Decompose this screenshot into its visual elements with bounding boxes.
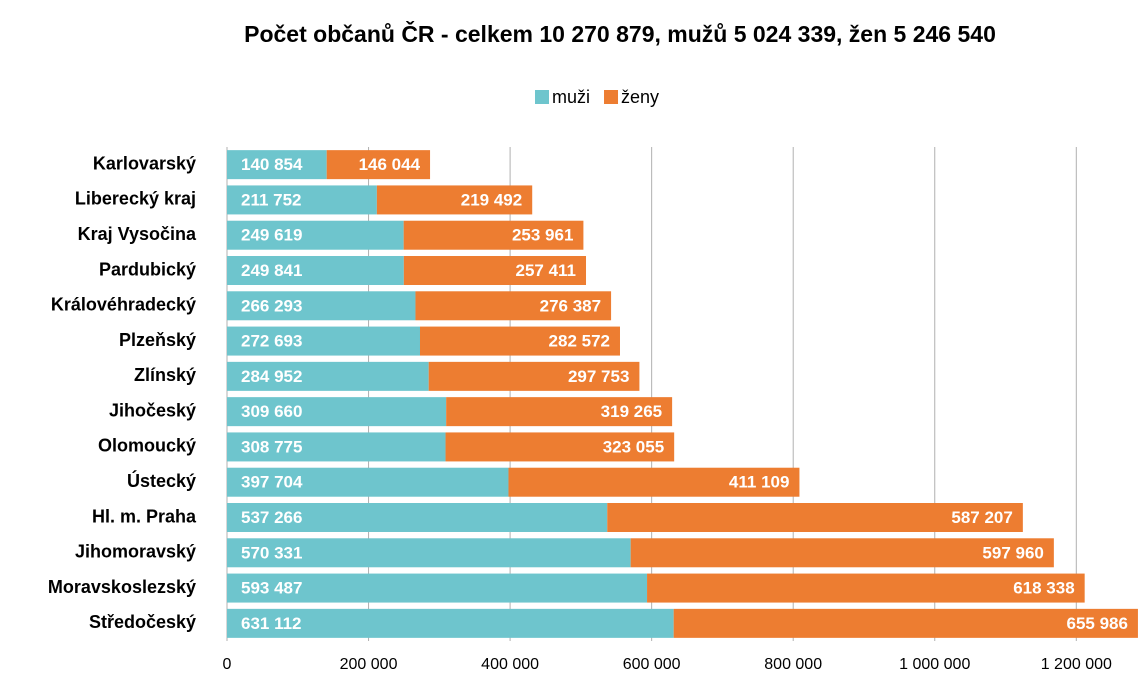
bar-segment [227,150,327,180]
bar-segment [403,256,587,285]
value-label: 309 660 [241,402,302,421]
value-label: 537 266 [241,508,302,527]
bar-segment [647,573,1085,603]
bar-segment [227,361,429,391]
value-label: 284 952 [241,367,302,386]
bar-segment [673,608,1138,638]
x-tick-label: 200 000 [340,656,398,673]
y-tick-label: Plzeňský [119,330,196,350]
bar-segment [227,291,416,321]
value-label: 266 293 [241,296,302,315]
value-label: 282 572 [549,332,610,351]
x-tick-label: 1 200 000 [1041,656,1112,673]
bar-segment [227,326,420,356]
legend-swatch [535,90,549,104]
bar-segment [630,538,1054,568]
value-label: 587 207 [951,508,1012,527]
chart-title: Počet občanů ČR - celkem 10 270 879, muž… [244,20,996,47]
bar-segment [403,220,584,250]
bar-segment [446,397,673,427]
y-tick-label: Hl. m. Praha [92,506,197,526]
y-tick-label: Ústecký [127,470,196,491]
bar-segment [508,467,800,497]
value-label: 276 387 [540,296,601,315]
bar-segment [227,256,404,285]
value-label: 397 704 [241,473,303,492]
bar-segment [419,326,620,356]
value-label: 257 411 [515,261,576,280]
value-label: 411 109 [729,473,790,492]
y-tick-label: Olomoucký [98,436,196,456]
y-tick-label: Jihočeský [109,400,196,420]
bar-segment [227,467,509,497]
value-label: 593 487 [241,579,302,598]
bar-segment [227,185,377,215]
value-label: 272 693 [241,332,302,351]
y-tick-label: Kraj Vysočina [78,224,197,244]
legend-label: ženy [621,87,659,107]
x-tick-label: 400 000 [481,656,539,673]
y-tick-label: Karlovarský [93,153,196,173]
value-label: 249 619 [241,226,302,245]
y-tick-label: Jihomoravský [75,542,196,562]
value-label: 631 112 [241,614,302,633]
bar-segment [227,432,446,462]
y-tick-label: Pardubický [99,259,196,279]
value-label: 297 753 [568,367,629,386]
value-label: 146 044 [359,155,421,174]
value-label: 597 960 [982,543,1043,562]
legend-label: muži [552,87,590,107]
y-tick-label: Moravskoslezský [48,577,196,597]
value-label: 253 961 [512,226,573,245]
bar-segment [428,361,640,391]
value-label: 219 492 [461,190,522,209]
x-tick-label: 1 000 000 [899,656,970,673]
value-label: 249 841 [241,261,302,280]
bar-segment [445,432,675,462]
legend-swatch [604,90,619,104]
value-label: 323 055 [603,437,664,456]
x-tick-label: 0 [223,656,232,673]
value-label: 140 854 [241,155,303,174]
y-tick-label: Liberecký kraj [75,189,196,209]
value-label: 655 986 [1066,614,1127,633]
x-tick-label: 800 000 [764,656,822,673]
value-label: 308 775 [241,437,302,456]
bar-segment [227,220,404,250]
x-tick-label: 600 000 [623,656,681,673]
bar-segment [227,538,631,568]
bar-segment [415,291,612,321]
y-tick-label: Zlínský [134,365,196,385]
y-tick-label: Královéhradecký [51,295,196,315]
bar-segment [376,185,533,215]
y-tick-label: Středočeský [89,612,196,632]
value-label: 211 752 [241,190,302,209]
value-label: 618 338 [1013,579,1074,598]
bar-segment [227,608,674,638]
bar-segment [607,503,1023,532]
value-label: 570 331 [241,543,302,562]
bar-segment [227,397,447,427]
bar-segment [326,150,431,180]
value-label: 319 265 [601,402,662,421]
bar-segment [227,573,648,603]
bar-segment [227,503,608,532]
